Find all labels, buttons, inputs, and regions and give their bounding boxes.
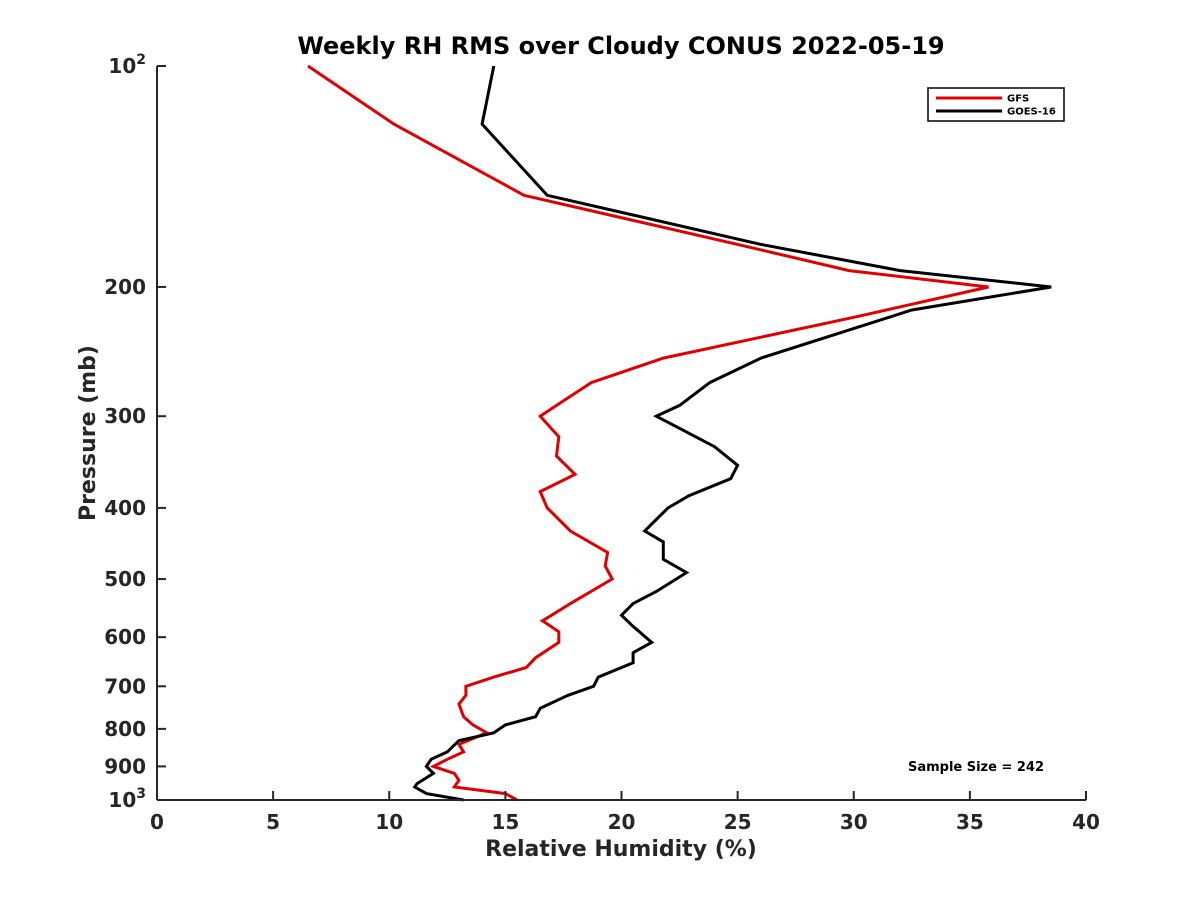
y-tick-label: 103 (108, 786, 146, 812)
y-tick-label: 102 (108, 52, 146, 78)
legend: GFS GOES-16 (927, 87, 1065, 122)
x-tick-label: 15 (491, 810, 519, 834)
x-ticks: 0 5 10 15 20 25 30 35 40 (150, 791, 1100, 834)
x-tick-label: 25 (724, 810, 752, 834)
legend-label-goes16: GOES-16 (1007, 107, 1056, 118)
x-tick-label: 35 (956, 810, 984, 834)
sample-size-annotation: Sample Size = 242 (908, 760, 1044, 775)
legend-box (927, 87, 1065, 122)
x-tick-label: 30 (840, 810, 868, 834)
y-tick-label: 200 (104, 275, 146, 299)
y-tick-label: 500 (104, 567, 146, 591)
x-axis-title: Relative Humidity (%) (485, 837, 757, 862)
series-line-goes16 (412, 65, 1052, 802)
legend-label-gfs: GFS (1007, 94, 1029, 105)
y-axis-title: Pressure (mb) (76, 345, 101, 521)
y-tick-label: 700 (104, 674, 146, 698)
x-tick-label: 0 (150, 810, 164, 834)
y-tick-label: 600 (104, 625, 146, 649)
x-tick-label: 10 (375, 810, 403, 834)
x-tick-label: 20 (608, 810, 636, 834)
y-tick-label: 900 (104, 754, 146, 778)
x-tick-label: 40 (1072, 810, 1100, 834)
y-ticks: 102 200 300 400 500 600 700 800 900 103 (104, 52, 166, 812)
chart-title: Weekly RH RMS over Cloudy CONUS 2022-05-… (297, 32, 944, 60)
x-tick-label: 5 (266, 810, 280, 834)
y-tick-label: 800 (104, 717, 146, 741)
y-tick-label: 400 (104, 496, 146, 520)
plot-lines (307, 64, 1052, 802)
series-line-gfs (307, 64, 989, 802)
y-tick-label: 300 (104, 404, 146, 428)
